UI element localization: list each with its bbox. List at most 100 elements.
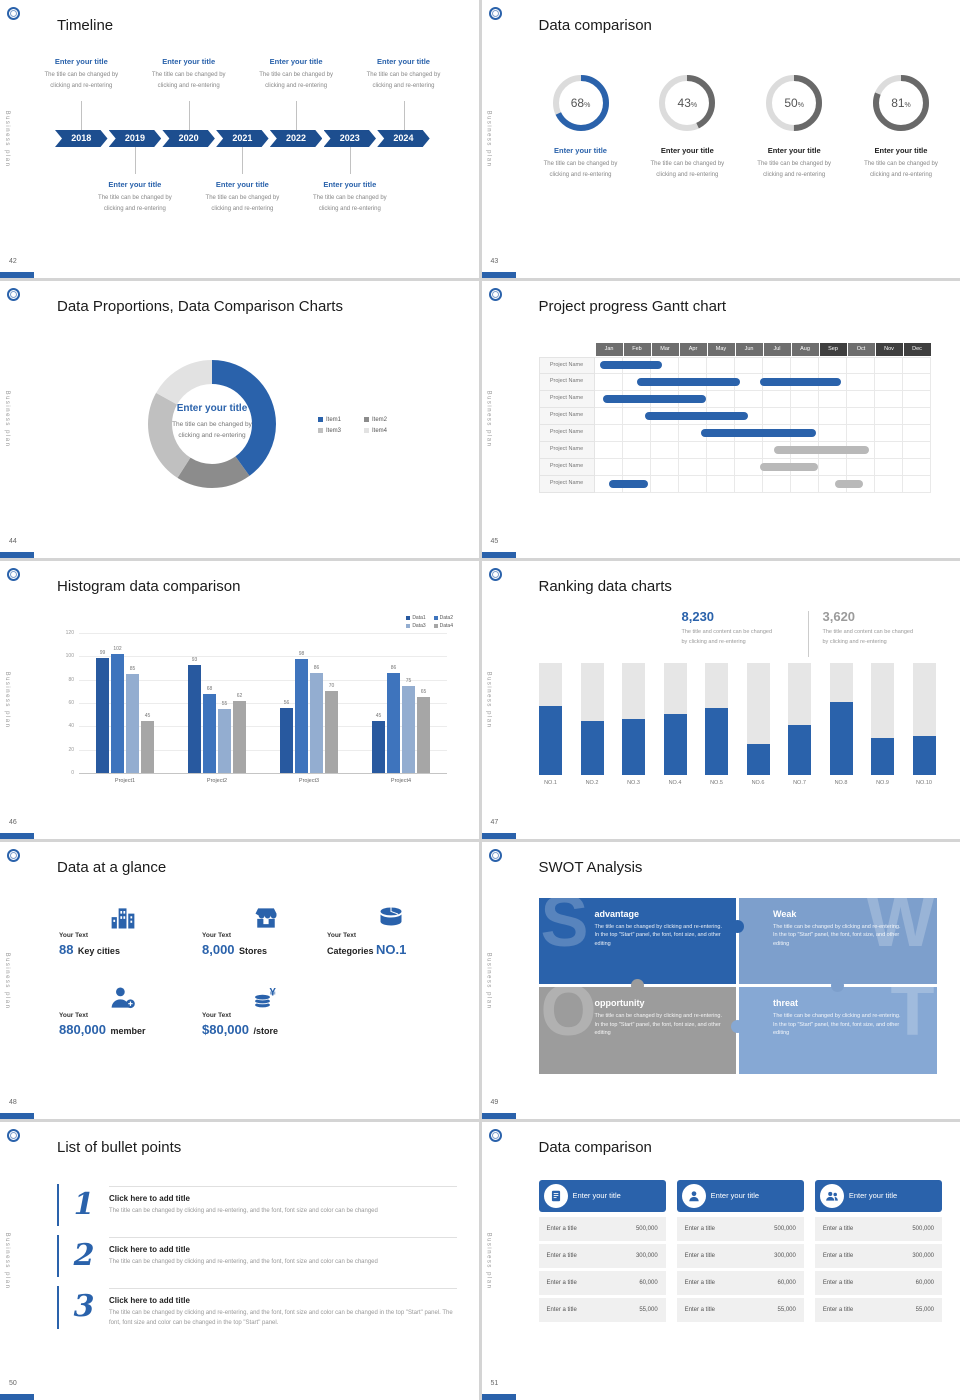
gantt-cell xyxy=(594,407,623,425)
row-value: 60,000 xyxy=(777,1280,796,1287)
swot-piece-s: S advantage The title can be changed by … xyxy=(538,897,736,985)
gantt-cell xyxy=(762,407,791,425)
gantt-cell xyxy=(790,407,819,425)
swot-piece-o: O opportunity The title can be changed b… xyxy=(538,987,736,1074)
gantt-cell xyxy=(622,424,651,442)
ranking-column: NO.9 xyxy=(871,663,895,786)
ranking-column: NO.6 xyxy=(746,663,770,786)
gantt-cell xyxy=(594,424,623,442)
gantt-month: Mar xyxy=(651,342,679,356)
bullet-desc: The title can be changed by clicking and… xyxy=(109,1310,453,1326)
timeline-entry: Enter your title The title can be changed… xyxy=(298,180,402,216)
gantt-cell xyxy=(734,458,763,476)
ranking-label: NO.8 xyxy=(834,780,848,787)
page-number: 43 xyxy=(490,257,499,265)
gantt-cell xyxy=(846,407,875,425)
slide-timeline: Business plan Timeline 2018 2019 2020 2021 2… xyxy=(0,0,479,278)
donut-center-text: Enter your title The title can be change… xyxy=(157,403,267,442)
row-label: Enter a title xyxy=(546,1253,577,1260)
footer-accent xyxy=(0,1394,34,1400)
bullet-item: 2 Click here to add title The title can … xyxy=(57,1235,457,1278)
gantt-month: Apr xyxy=(679,342,707,356)
bullet-title: Click here to add title xyxy=(109,1245,190,1255)
gantt-cell xyxy=(874,475,903,493)
legend-swatch xyxy=(406,616,411,621)
swot-title: threat xyxy=(773,998,799,1009)
legend-item: Data1 xyxy=(406,615,426,621)
bar-track xyxy=(663,663,687,776)
swot-title: Weak xyxy=(773,908,797,919)
gantt-month: Jan xyxy=(595,342,623,356)
stat-value: 880,000 member xyxy=(59,1021,145,1039)
timeline-connector xyxy=(296,101,298,130)
bar-value: 56 xyxy=(283,699,290,706)
timeline-connector xyxy=(188,101,190,130)
swot-grid: S advantage The title can be changed by … xyxy=(538,897,937,1074)
gantt-cell xyxy=(902,373,931,391)
stat-text: member xyxy=(110,1025,146,1036)
stat-label: Your Text xyxy=(202,931,232,939)
ring-title: Enter your title xyxy=(767,146,821,155)
ranking-label: NO.4 xyxy=(668,780,682,787)
page-number: 42 xyxy=(9,257,17,265)
donut-ring: 50% xyxy=(763,72,825,134)
ranking-column: NO.7 xyxy=(788,663,812,786)
slide-title: Data Proportions, Data Comparison Charts xyxy=(57,297,343,315)
slide-bullets: Business plan List of bullet points 1 Cl… xyxy=(0,1122,479,1400)
gantt-cell xyxy=(762,475,791,493)
legend-item: Data4 xyxy=(433,623,453,629)
money-icon: ¥ xyxy=(252,984,280,1017)
footer-accent xyxy=(481,1113,516,1120)
card-row: Enter a title 500,000 xyxy=(814,1217,943,1242)
stat-item: Your Text 8,000 Stores xyxy=(200,904,340,968)
gantt-cell xyxy=(790,356,819,374)
gridline xyxy=(79,703,447,705)
x-axis-label: Project3 xyxy=(298,778,320,785)
gantt-month: Nov xyxy=(875,342,903,356)
stat-item: Your Text 88 Key cities xyxy=(57,904,197,968)
gantt-cell xyxy=(678,441,707,459)
slide-title: List of bullet points xyxy=(57,1139,182,1157)
logo-icon xyxy=(488,1129,502,1143)
donut-title: Enter your title xyxy=(176,402,248,414)
swot-desc: The title can be changed by clicking and… xyxy=(773,923,901,947)
stat-label: Your Text xyxy=(202,1011,232,1019)
card-row: Enter a title 500,000 xyxy=(676,1217,804,1242)
gantt-bar xyxy=(759,463,819,472)
histogram-bar xyxy=(218,708,231,774)
histogram-bar xyxy=(325,691,338,774)
stat-number: 88 xyxy=(59,941,74,957)
gantt-row-label: Project Name xyxy=(538,373,595,391)
row-value: 300,000 xyxy=(912,1253,935,1260)
gantt-cell xyxy=(846,373,875,391)
svg-text:¥: ¥ xyxy=(270,986,277,998)
bullet-number: 2 xyxy=(73,1238,95,1274)
timeline-connector xyxy=(349,147,351,174)
puzzle-knob xyxy=(730,919,744,933)
row-label: Enter a title xyxy=(546,1307,577,1314)
gantt-cell xyxy=(846,475,875,493)
bullet-item: 3 Click here to add title The title can … xyxy=(57,1286,457,1329)
legend-swatch xyxy=(318,417,323,423)
ring-percent-value: 50% xyxy=(784,96,804,110)
row-value: 60,000 xyxy=(639,1280,658,1287)
timeline-entry: Enter your title The title can be changed… xyxy=(352,57,456,93)
bar-value: 55 xyxy=(221,700,228,707)
bullet-desc: The title can be changed by clicking and… xyxy=(109,1259,378,1266)
bar-track xyxy=(539,663,562,776)
gantt-cell xyxy=(902,407,931,425)
bar-value: 65 xyxy=(420,689,427,696)
slide-histogram: Business plan Histogram data comparison … xyxy=(0,561,479,839)
stat-desc: The title and content can be changed by c… xyxy=(681,629,773,645)
swot-piece-t: T threat The title can be changed by cli… xyxy=(739,987,937,1074)
store-icon xyxy=(252,904,280,937)
timeline-year: 2023 xyxy=(324,130,377,147)
gantt-row-label: Project Name xyxy=(538,356,595,374)
row-value: 55,000 xyxy=(777,1307,796,1314)
swot-desc: The title can be changed by clicking and… xyxy=(773,1013,901,1037)
ranking-stats: 8,230 The title and content can be chang… xyxy=(681,609,949,658)
bar-value: 98 xyxy=(298,650,305,657)
stat-number: $80,000 xyxy=(202,1021,249,1037)
ranking-label: NO.9 xyxy=(876,780,889,787)
gantt-row-label: Project Name xyxy=(538,390,595,408)
